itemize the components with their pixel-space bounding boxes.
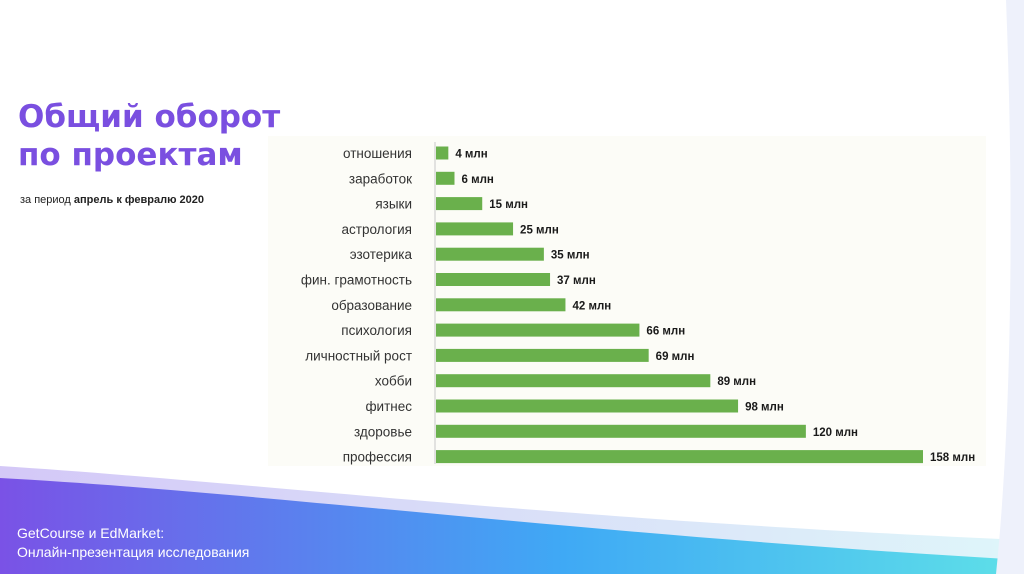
chart-panel: отношения 4 млн заработок 6 млн языки 15 млн а… bbox=[268, 136, 986, 466]
category-label: фитнес bbox=[365, 399, 412, 414]
bar bbox=[436, 247, 544, 261]
category-label: заработок bbox=[349, 171, 412, 186]
data-label: 158 млн bbox=[930, 452, 975, 464]
footer-line-2: Онлайн-презентация исследования bbox=[17, 544, 250, 560]
category-label: личностный рост bbox=[305, 348, 412, 363]
data-label: 120 млн bbox=[813, 427, 858, 439]
data-label: 25 млн bbox=[520, 224, 559, 236]
subtitle-prefix: за период bbox=[20, 194, 71, 206]
bar bbox=[436, 348, 649, 362]
data-label: 4 млн bbox=[455, 149, 487, 161]
bar bbox=[436, 298, 566, 312]
category-label: языки bbox=[375, 197, 412, 212]
category-label: эзотерика bbox=[350, 247, 413, 262]
footer-caption: GetCourse и EdMarket: Онлайн-презентация… bbox=[17, 524, 249, 562]
category-label: здоровье bbox=[354, 424, 412, 439]
subtitle-period: апрель к февралю 2020 bbox=[73, 194, 204, 206]
bar bbox=[436, 374, 711, 388]
period-subtitle: за период апрель к февралю 2020 bbox=[20, 194, 204, 206]
title-line-1: Общий оборот bbox=[18, 99, 281, 135]
data-label: 66 млн bbox=[646, 326, 685, 338]
data-label: 42 млн bbox=[572, 300, 611, 312]
data-label: 6 млн bbox=[461, 174, 493, 186]
category-label: образование bbox=[331, 298, 412, 313]
data-label: 69 млн bbox=[656, 351, 695, 363]
bar bbox=[436, 171, 455, 185]
bar-chart: отношения 4 млн заработок 6 млн языки 15 млн а… bbox=[301, 142, 975, 465]
data-label: 35 млн bbox=[551, 250, 590, 262]
data-label: 37 млн bbox=[557, 275, 596, 287]
page-title: Общий оборот по проектам bbox=[18, 98, 280, 174]
data-label: 98 млн bbox=[745, 402, 784, 414]
category-label: отношения bbox=[343, 146, 412, 161]
bar bbox=[436, 424, 806, 438]
bar bbox=[436, 273, 551, 286]
bar bbox=[436, 197, 483, 211]
bar bbox=[436, 450, 923, 464]
footer-line-1: GetCourse и EdMarket: bbox=[17, 525, 165, 541]
bar bbox=[436, 323, 640, 337]
title-line-2: по проектам bbox=[18, 137, 243, 173]
data-label: 15 млн bbox=[489, 199, 528, 211]
category-label: профессия bbox=[343, 450, 412, 465]
category-label: фин. грамотность bbox=[301, 273, 412, 288]
category-label: психология bbox=[341, 323, 412, 338]
category-label: астрология bbox=[342, 222, 412, 237]
data-label: 89 млн bbox=[717, 376, 756, 388]
bar bbox=[436, 399, 739, 413]
bar bbox=[436, 146, 449, 160]
bar bbox=[436, 222, 514, 236]
category-label: хобби bbox=[375, 374, 412, 389]
